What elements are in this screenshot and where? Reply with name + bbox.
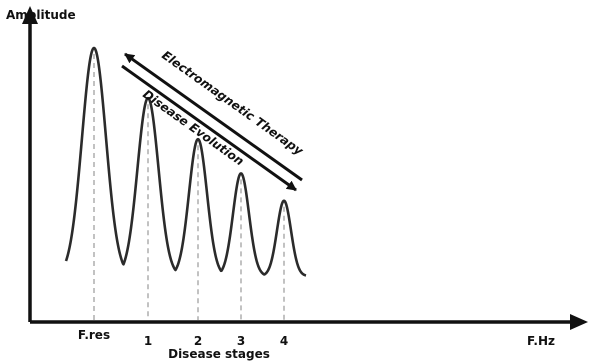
x-axis-arrow-icon — [570, 314, 588, 330]
peak-2 — [197, 138, 199, 141]
tick-label-0: F.res — [78, 328, 110, 342]
peak-3 — [240, 172, 242, 175]
tick-label-3: 3 — [237, 334, 245, 348]
tick-label-4: 4 — [280, 334, 288, 348]
peak-4 — [283, 199, 285, 202]
tick-label-1: 1 — [144, 334, 152, 348]
guide-lines — [93, 54, 285, 320]
y-axis-label: Amplitude — [6, 8, 76, 22]
spectrum-curve — [64, 46, 307, 277]
x-axis-label: Disease stages — [168, 347, 270, 361]
peak-1 — [147, 97, 149, 100]
tick-labels: F.res 1 2 3 4 — [78, 328, 288, 348]
tick-label-2: 2 — [194, 334, 202, 348]
peaks — [64, 46, 307, 277]
peak-0 — [93, 47, 95, 49]
therapy-arrow — [124, 52, 303, 182]
x-axis-end-label: F.Hz — [527, 334, 555, 348]
evolution-arrow — [121, 64, 297, 192]
therapy-arrow-label: Electromagnetic Therapy — [159, 48, 306, 159]
y-axis-arrow-icon — [22, 6, 38, 24]
